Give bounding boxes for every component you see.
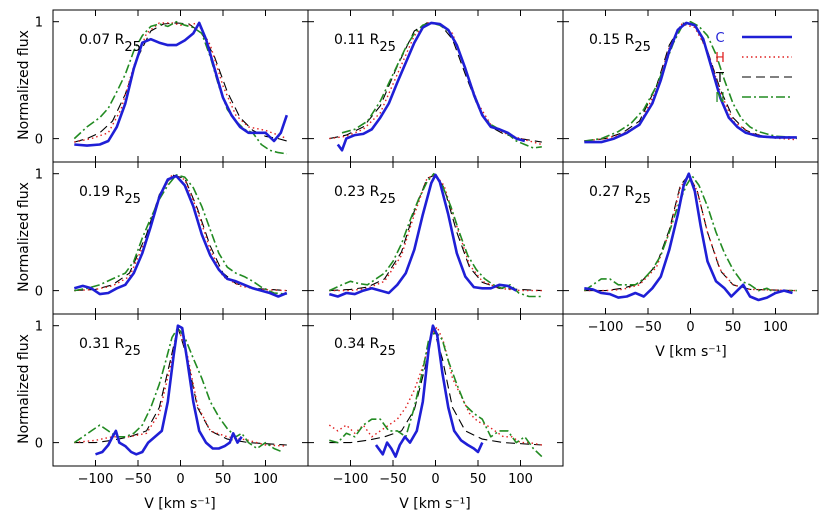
series-line-T: [329, 326, 542, 446]
y-tick-label: 1: [35, 320, 43, 335]
panel-1: 0 1 0.07 R25: [35, 9, 309, 163]
panel-2: 0.11 R25: [307, 9, 564, 163]
x-axis-label-panel-6: V [km s⁻¹]: [655, 344, 726, 360]
panel-label-subscript: 25: [379, 40, 396, 55]
series-line-H: [74, 174, 287, 292]
panel-label-main: 0.27 R: [589, 184, 635, 200]
x-tick-label: 100: [253, 472, 278, 487]
x-axis-label-panel-8: V [km s⁻¹]: [399, 496, 470, 512]
panel-label-main: 0.34 R: [334, 336, 380, 352]
series-line-C: [95, 324, 243, 456]
panel-series: [73, 20, 289, 155]
panel-label: 0.07 R25: [79, 32, 141, 55]
panel-series: [73, 324, 287, 456]
x-tick-label: 50: [470, 472, 487, 487]
panel-label-subscript: 25: [124, 40, 141, 55]
panel-label-main: 0.19 R: [79, 184, 125, 200]
x-tick-label: 100: [508, 472, 533, 487]
panel-label-subscript: 25: [124, 344, 141, 359]
panel-label: 0.15 R25: [589, 32, 651, 55]
y-tick-label: 0: [35, 437, 43, 452]
legend-label-C: C: [715, 31, 724, 46]
panel-7: 0 1 −100 −50 0 50 100 0.31 R25: [35, 313, 309, 487]
x-tick-label: 100: [763, 320, 788, 335]
x-tick-label: 50: [725, 320, 742, 335]
y-axis-label-row1: Normalized flux: [16, 30, 32, 140]
series-line-C: [73, 174, 288, 298]
panel-label-main: 0.31 R: [79, 336, 125, 352]
y-axis-label-row2: Normalized flux: [16, 182, 32, 292]
series-line-C: [584, 172, 793, 302]
series-line-T: [74, 326, 287, 446]
x-tick-label: −50: [379, 472, 406, 487]
panel-label: 0.34 R25: [334, 336, 396, 359]
panel-series: [73, 174, 288, 298]
series-line-C: [336, 21, 526, 152]
legend-label-N: N: [715, 91, 725, 106]
x-tick-label: 50: [215, 472, 232, 487]
panel-4: 0 1 0.19 R25: [35, 161, 309, 315]
panel-label-subscript: 25: [634, 192, 651, 207]
series-line-C: [584, 21, 797, 144]
panel-series: [584, 20, 797, 144]
panel-series: [329, 21, 542, 152]
panel-series: [328, 172, 542, 298]
panel-label: 0.19 R25: [79, 184, 141, 207]
series-line-C: [374, 324, 484, 458]
series-line-T: [329, 174, 542, 292]
y-tick-label: 0: [35, 133, 43, 148]
panel-label-main: 0.15 R: [589, 32, 635, 48]
x-tick-label: −100: [78, 472, 114, 487]
legend-label-T: T: [715, 71, 724, 86]
panel-label: 0.31 R25: [79, 336, 141, 359]
x-tick-label: −100: [333, 472, 369, 487]
panel-8: −100 −50 0 50 100 0.34 R25: [307, 313, 564, 487]
y-axis-label-row3: Normalized flux: [16, 334, 32, 444]
legend-label-H: H: [715, 51, 725, 66]
x-tick-label: −50: [634, 320, 661, 335]
panel-5: 0.23 R25: [307, 161, 564, 315]
panel-label-subscript: 25: [379, 344, 396, 359]
x-tick-label: 0: [176, 472, 184, 487]
panel-series: [328, 324, 543, 458]
x-tick-label: 0: [431, 472, 439, 487]
series-line-N: [328, 172, 542, 298]
panel-label-main: 0.07 R: [79, 32, 125, 48]
series-line-C: [328, 173, 517, 298]
series-line-C: [74, 21, 289, 147]
series-line-N: [73, 327, 283, 453]
panel-label: 0.11 R25: [334, 32, 396, 55]
x-tick-label: −50: [124, 472, 151, 487]
axis-labels: Normalized flux Normalized flux Normaliz…: [16, 30, 727, 512]
panel-label-main: 0.23 R: [334, 184, 380, 200]
y-tick-label: 1: [35, 16, 43, 31]
panel-series: [583, 172, 797, 302]
panel-label-subscript: 25: [379, 192, 396, 207]
panel-label: 0.27 R25: [589, 184, 651, 207]
panel-label: 0.23 R25: [334, 184, 396, 207]
panel-label-subscript: 25: [124, 192, 141, 207]
x-tick-label: −100: [588, 320, 624, 335]
series-line-N: [74, 174, 287, 295]
y-tick-label: 0: [35, 285, 43, 300]
x-tick-label: 0: [686, 320, 694, 335]
panel-label-subscript: 25: [634, 40, 651, 55]
panel-6: −100 −50 0 50 100 0.27 R25: [562, 161, 819, 335]
y-tick-label: 1: [35, 168, 43, 183]
series-line-N: [583, 175, 797, 294]
panel-label-main: 0.11 R: [334, 32, 380, 48]
panel-3: 0.15 R25: [562, 9, 819, 163]
x-axis-label-panel-7: V [km s⁻¹]: [144, 496, 215, 512]
